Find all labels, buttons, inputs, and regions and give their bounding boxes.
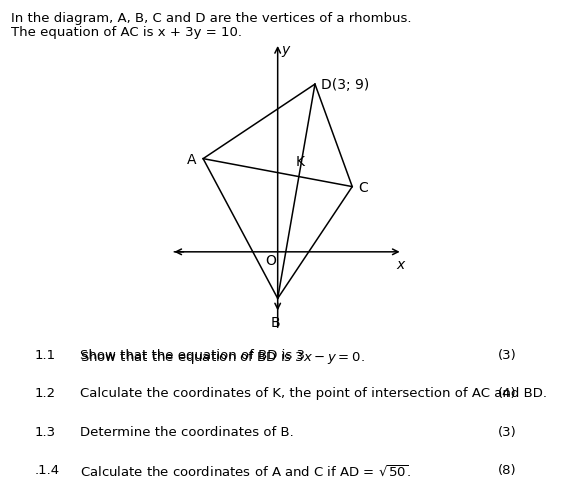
Text: D(3; 9): D(3; 9) — [320, 78, 369, 92]
Text: 1.1: 1.1 — [34, 348, 56, 361]
Text: B: B — [271, 315, 281, 329]
Text: Show that the equation of BD is $3x - y = 0$.: Show that the equation of BD is $3x - y … — [80, 348, 365, 365]
Text: 1.2: 1.2 — [34, 386, 56, 399]
Text: The equation of AC is x + 3y = 10.: The equation of AC is x + 3y = 10. — [11, 26, 242, 39]
Text: (3): (3) — [498, 348, 517, 361]
Text: Determine the coordinates of B.: Determine the coordinates of B. — [80, 425, 294, 438]
Text: $y$: $y$ — [281, 44, 292, 59]
Text: $x$: $x$ — [395, 258, 406, 272]
Text: Calculate the coordinates of A and C if AD = $\sqrt{50}$.: Calculate the coordinates of A and C if … — [80, 463, 412, 479]
Text: O: O — [266, 254, 277, 268]
Text: (4): (4) — [498, 386, 517, 399]
Text: K: K — [296, 155, 304, 168]
Text: C: C — [358, 180, 367, 194]
Text: In the diagram, A, B, C and D are the vertices of a rhombus.: In the diagram, A, B, C and D are the ve… — [11, 12, 412, 25]
Text: 1.3: 1.3 — [34, 425, 56, 438]
Text: A: A — [187, 152, 197, 166]
Text: .1.4: .1.4 — [34, 463, 60, 476]
Text: (3): (3) — [498, 425, 517, 438]
Text: Calculate the coordinates of K, the point of intersection of AC and BD.: Calculate the coordinates of K, the poin… — [80, 386, 548, 399]
Text: Show that the equation of BD is 3: Show that the equation of BD is 3 — [80, 348, 305, 361]
Text: (8): (8) — [498, 463, 517, 476]
